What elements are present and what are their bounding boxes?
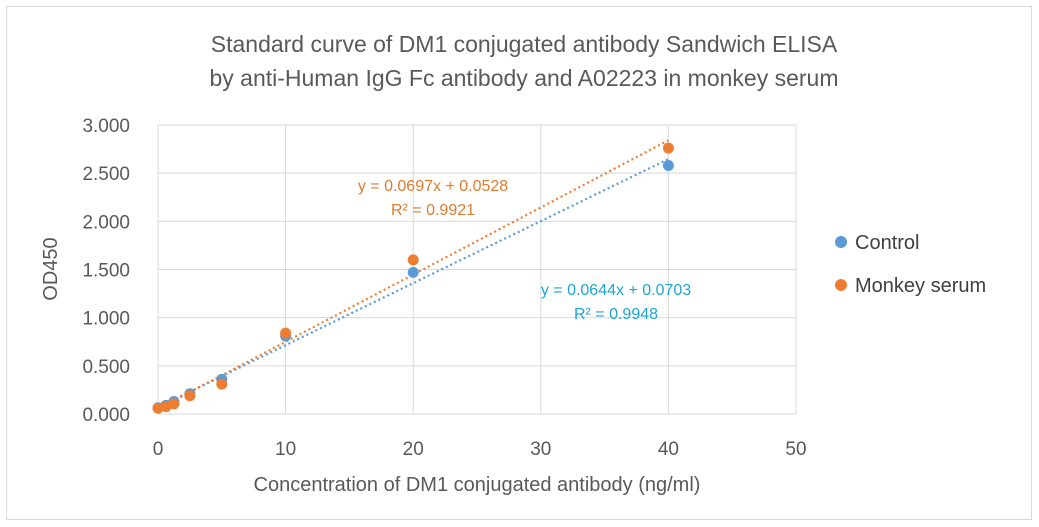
point-monkey-serum xyxy=(216,378,228,390)
r2-control: R² = 0.9948 xyxy=(574,306,658,323)
y-tick-label: 2.000 xyxy=(82,212,130,233)
y-tick-label: 0.500 xyxy=(82,357,130,378)
chart-title-line-1: Standard curve of DM1 conjugated antibod… xyxy=(211,31,838,57)
y-tick-label: 3.000 xyxy=(82,116,130,137)
legend-marker-control xyxy=(835,236,847,248)
equation-monkey-serum: y = 0.0697x + 0.0528 xyxy=(358,178,508,195)
x-tick-label: 30 xyxy=(530,439,551,460)
y-tick-label: 1.000 xyxy=(82,309,130,330)
point-control xyxy=(407,266,419,278)
x-tick-label: 20 xyxy=(403,439,424,460)
point-monkey-serum xyxy=(662,142,674,154)
y-tick-label: 2.500 xyxy=(82,164,130,185)
tick-labels: 0.000 0.500 1.000 1.500 2.000 2.500 3.000 0 10 20… xyxy=(82,116,806,460)
y-tick-label: 0.000 xyxy=(82,405,130,426)
equation-control: y = 0.0644x + 0.0703 xyxy=(541,282,691,299)
point-monkey-serum xyxy=(280,327,292,339)
data-points xyxy=(152,142,674,414)
point-monkey-serum xyxy=(168,398,180,410)
x-tick-label: 50 xyxy=(785,439,806,460)
trendline-label-monkey-serum: y = 0.0697x + 0.0528 R² = 0.9921 xyxy=(358,178,508,219)
point-monkey-serum xyxy=(407,254,419,266)
x-tick-label: 10 xyxy=(275,439,296,460)
legend-label-control: Control xyxy=(855,232,919,254)
legend-item-control: Control xyxy=(835,232,919,254)
trendline-label-control: y = 0.0644x + 0.0703 R² = 0.9948 xyxy=(541,282,691,323)
trendlines xyxy=(157,139,669,410)
trendline-monkey-serum xyxy=(157,139,669,410)
x-tick-label: 40 xyxy=(658,439,679,460)
chart-frame xyxy=(6,6,1032,520)
y-tick-label: 1.500 xyxy=(82,261,130,282)
legend-label-monkey-serum: Monkey serum xyxy=(855,275,986,297)
point-monkey-serum xyxy=(184,390,196,402)
legend-item-monkey-serum: Monkey serum xyxy=(835,275,986,297)
x-tick-label: 0 xyxy=(153,439,164,460)
y-axis-label: OD450 xyxy=(40,237,62,300)
gridlines xyxy=(157,124,797,415)
r2-monkey-serum: R² = 0.9921 xyxy=(391,202,475,219)
point-control xyxy=(662,159,674,171)
x-axis-label: Concentration of DM1 conjugated antibody… xyxy=(254,474,701,496)
legend: Control Monkey serum xyxy=(835,232,986,297)
chart-title-line-2: by anti-Human IgG Fc antibody and A02223… xyxy=(209,65,838,91)
legend-marker-monkey-serum xyxy=(835,279,847,291)
